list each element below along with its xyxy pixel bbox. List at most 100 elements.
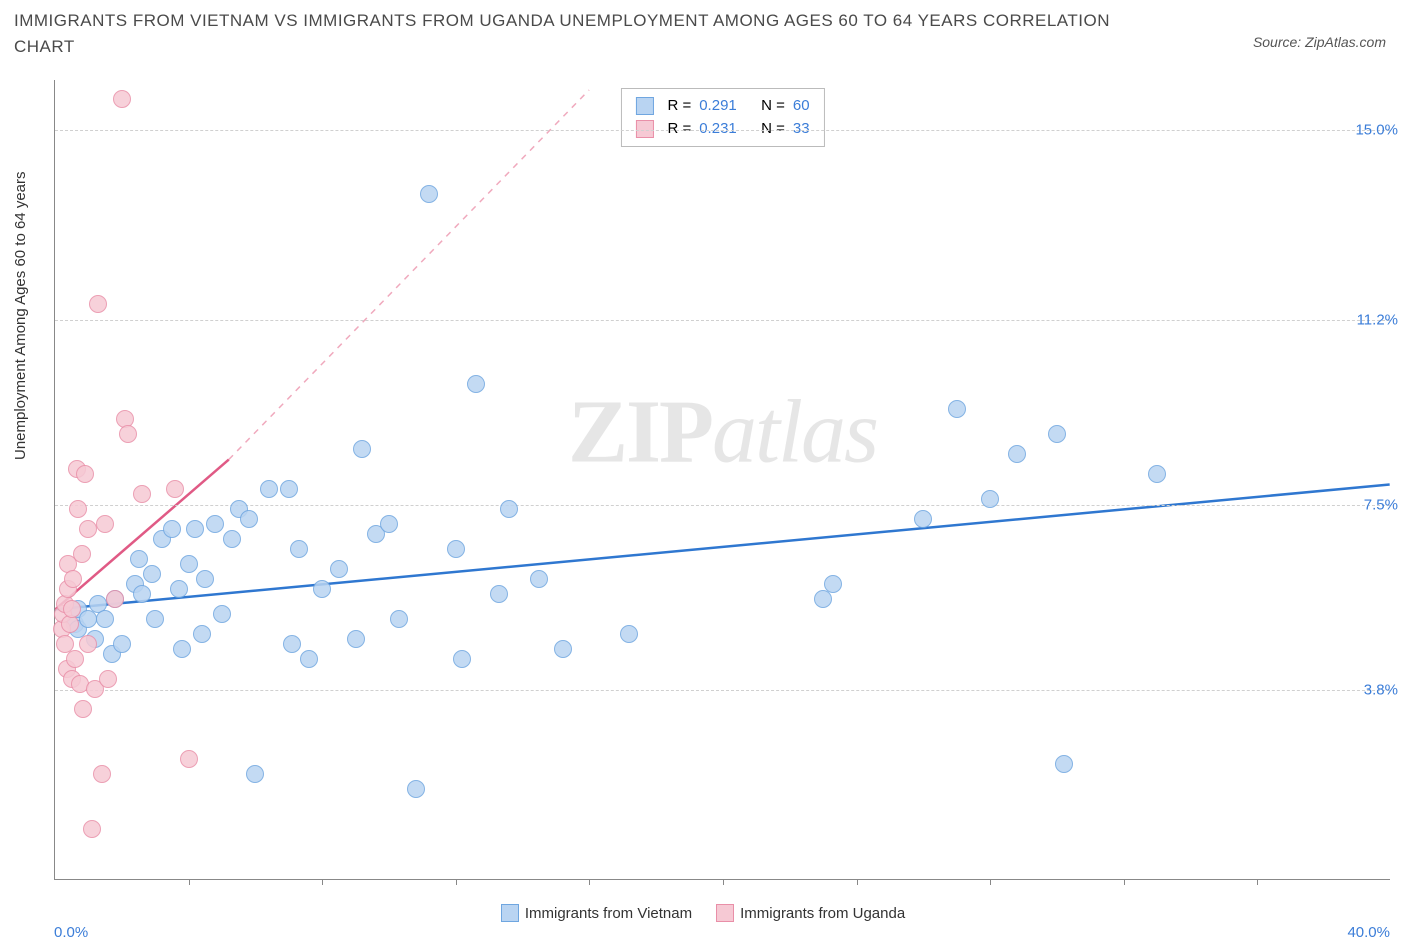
data-point (96, 515, 114, 533)
data-point (814, 590, 832, 608)
source-label: Source: ZipAtlas.com (1253, 34, 1386, 50)
legend-label: Immigrants from Vietnam (525, 905, 692, 922)
y-tick-label: 7.5% (1364, 497, 1398, 514)
y-tick-label: 15.0% (1355, 122, 1398, 139)
data-point (96, 610, 114, 628)
x-axis-min: 0.0% (54, 924, 88, 941)
data-point (196, 570, 214, 588)
series-swatch (635, 120, 653, 138)
data-point (353, 440, 371, 458)
data-point (824, 575, 842, 593)
data-point (240, 510, 258, 528)
stat-r-value: 0.231 (699, 118, 737, 141)
y-tick-label: 3.8% (1364, 682, 1398, 699)
data-point (283, 635, 301, 653)
stat-n-label: N = (761, 95, 785, 118)
gridline (55, 320, 1390, 321)
legend-label: Immigrants from Uganda (740, 905, 905, 922)
data-point (133, 585, 151, 603)
x-tick (589, 879, 590, 885)
data-point (223, 530, 241, 548)
data-point (206, 515, 224, 533)
legend-swatch (716, 904, 734, 922)
x-tick (322, 879, 323, 885)
plot-region: ZIPatlas R = 0.291 N = 60R = 0.231 N = 3… (54, 80, 1390, 880)
x-tick (456, 879, 457, 885)
x-tick (990, 879, 991, 885)
stat-n-value: 60 (793, 95, 810, 118)
data-point (1055, 755, 1073, 773)
data-point (948, 400, 966, 418)
gridline (55, 130, 1390, 131)
data-point (66, 650, 84, 668)
gridline (55, 505, 1390, 506)
data-point (146, 610, 164, 628)
trend-lines (55, 80, 1390, 879)
data-point (76, 465, 94, 483)
data-point (93, 765, 111, 783)
data-point (300, 650, 318, 668)
data-point (447, 540, 465, 558)
data-point (163, 520, 181, 538)
data-point (390, 610, 408, 628)
data-point (313, 580, 331, 598)
stats-row: R = 0.291 N = 60 (635, 95, 809, 118)
data-point (180, 555, 198, 573)
chart-area: ZIPatlas R = 0.291 N = 60R = 0.231 N = 3… (54, 80, 1390, 880)
stats-row: R = 0.231 N = 33 (635, 118, 809, 141)
stat-r-label: R = (667, 95, 691, 118)
data-point (130, 550, 148, 568)
data-point (213, 605, 231, 623)
stat-r-value: 0.291 (699, 95, 737, 118)
y-axis-label: Unemployment Among Ages 60 to 64 years (12, 171, 29, 460)
stat-n-value: 33 (793, 118, 810, 141)
y-tick-label: 11.2% (1357, 312, 1398, 329)
data-point (914, 510, 932, 528)
stats-legend-box: R = 0.291 N = 60R = 0.231 N = 33 (620, 88, 824, 147)
data-point (280, 480, 298, 498)
series-swatch (635, 97, 653, 115)
data-point (74, 700, 92, 718)
data-point (1048, 425, 1066, 443)
data-point (69, 500, 87, 518)
data-point (99, 670, 117, 688)
data-point (467, 375, 485, 393)
data-point (981, 490, 999, 508)
data-point (173, 640, 191, 658)
legend-swatch (501, 904, 519, 922)
watermark: ZIPatlas (568, 380, 877, 483)
data-point (186, 520, 204, 538)
data-point (620, 625, 638, 643)
x-tick (723, 879, 724, 885)
data-point (193, 625, 211, 643)
data-point (166, 480, 184, 498)
x-axis-max: 40.0% (1347, 924, 1390, 941)
data-point (246, 765, 264, 783)
data-point (1148, 465, 1166, 483)
data-point (106, 590, 124, 608)
x-tick (189, 879, 190, 885)
data-point (73, 545, 91, 563)
data-point (79, 520, 97, 538)
data-point (113, 635, 131, 653)
legend-item: Immigrants from Uganda (716, 904, 905, 922)
data-point (407, 780, 425, 798)
data-point (420, 185, 438, 203)
stat-n-label: N = (761, 118, 785, 141)
data-point (554, 640, 572, 658)
data-point (380, 515, 398, 533)
data-point (453, 650, 471, 668)
data-point (330, 560, 348, 578)
data-point (119, 425, 137, 443)
gridline (55, 690, 1390, 691)
data-point (63, 600, 81, 618)
data-point (83, 820, 101, 838)
x-tick (1257, 879, 1258, 885)
data-point (79, 610, 97, 628)
data-point (79, 635, 97, 653)
x-tick (857, 879, 858, 885)
data-point (170, 580, 188, 598)
data-point (1008, 445, 1026, 463)
data-point (133, 485, 151, 503)
data-point (260, 480, 278, 498)
